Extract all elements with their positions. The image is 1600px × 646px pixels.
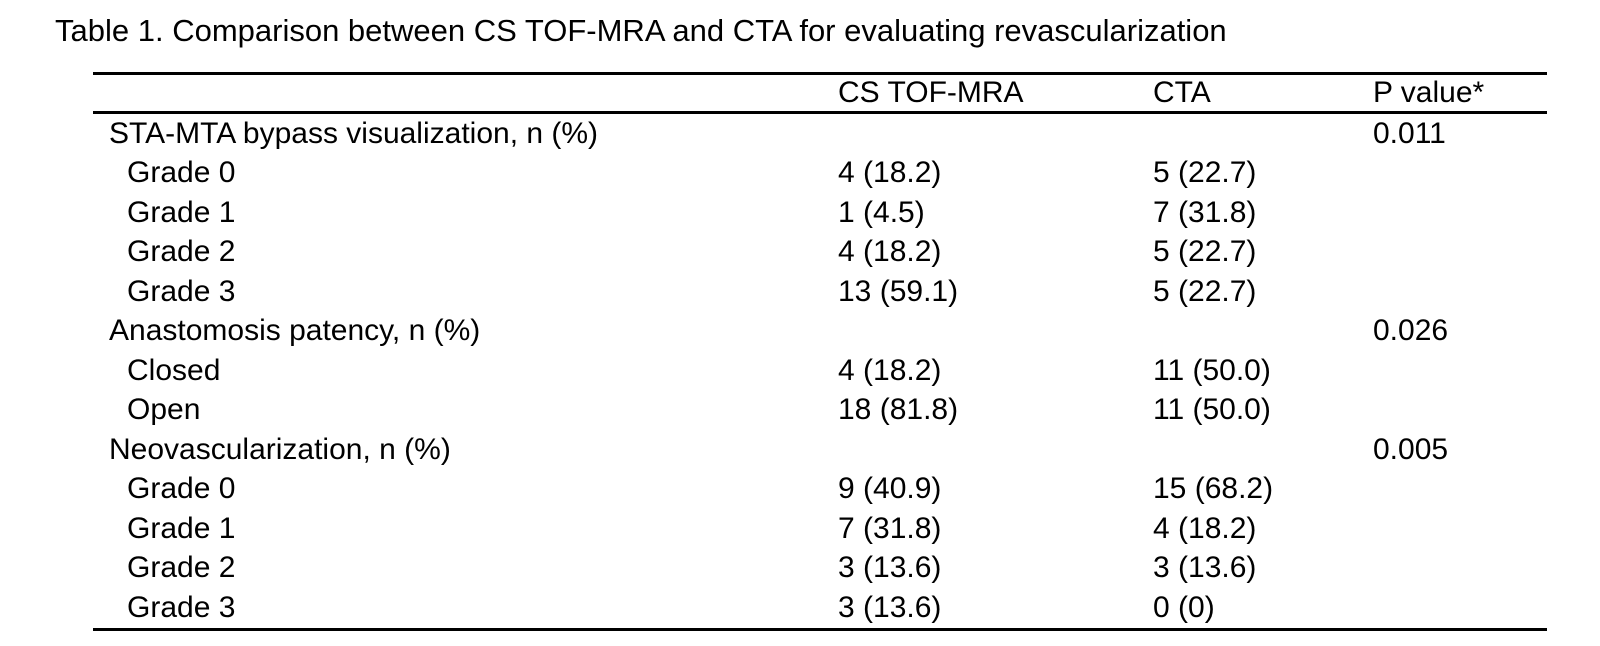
p-value bbox=[1373, 470, 1547, 510]
table-row: Closed 4 (18.2) 11 (50.0) bbox=[93, 351, 1547, 391]
table-row: Open 18 (81.8) 11 (50.0) bbox=[93, 391, 1547, 431]
table-row: Grade 1 1 (4.5) 7 (31.8) bbox=[93, 193, 1547, 233]
cta-value bbox=[1153, 113, 1373, 154]
p-value: 0.026 bbox=[1373, 314, 1449, 348]
cs-tof-mra-value: 4 (18.2) bbox=[838, 353, 942, 387]
p-value bbox=[1373, 193, 1547, 233]
cs-tof-mra-value bbox=[838, 113, 1153, 154]
row-label: Grade 1 bbox=[127, 511, 236, 545]
cta-value: 5 (22.7) bbox=[1153, 274, 1257, 308]
cs-tof-mra-value: 1 (4.5) bbox=[838, 195, 925, 229]
table-header: CS TOF-MRA CTA P value* bbox=[93, 74, 1547, 113]
p-value bbox=[1373, 509, 1547, 549]
row-label: Grade 2 bbox=[127, 235, 236, 269]
p-value bbox=[1373, 154, 1547, 194]
cta-value bbox=[1153, 312, 1373, 352]
cs-tof-mra-value: 13 (59.1) bbox=[838, 274, 959, 308]
cs-tof-mra-value: 3 (13.6) bbox=[838, 590, 942, 624]
cta-value: 5 (22.7) bbox=[1153, 156, 1257, 190]
p-value bbox=[1373, 233, 1547, 273]
table-row: Anastomosis patency, n (%) 0.026 bbox=[93, 312, 1547, 352]
p-value: 0.005 bbox=[1373, 432, 1449, 466]
comparison-table: CS TOF-MRA CTA P value* STA-MTA bypass v… bbox=[93, 72, 1547, 631]
p-value bbox=[1373, 588, 1547, 629]
cta-value: 15 (68.2) bbox=[1153, 472, 1274, 506]
row-label: Grade 0 bbox=[127, 156, 236, 190]
table-row: Grade 1 7 (31.8) 4 (18.2) bbox=[93, 509, 1547, 549]
cta-value: 11 (50.0) bbox=[1153, 353, 1271, 387]
cta-value: 11 (50.0) bbox=[1153, 393, 1271, 427]
cs-tof-mra-value: 9 (40.9) bbox=[838, 472, 942, 506]
table-body: STA-MTA bypass visualization, n (%) 0.01… bbox=[93, 113, 1547, 630]
table-row: Grade 3 13 (59.1) 5 (22.7) bbox=[93, 272, 1547, 312]
row-label: Open bbox=[127, 393, 201, 427]
table-row: Grade 2 3 (13.6) 3 (13.6) bbox=[93, 549, 1547, 589]
column-header-p-value: P value* bbox=[1373, 76, 1485, 109]
cta-value bbox=[1153, 430, 1373, 470]
table-row: Grade 0 4 (18.2) 5 (22.7) bbox=[93, 154, 1547, 194]
p-value: 0.011 bbox=[1373, 116, 1446, 150]
column-header-empty bbox=[93, 74, 838, 113]
column-header-cs-tof-mra: CS TOF-MRA bbox=[838, 76, 1024, 109]
row-label: Closed bbox=[127, 353, 221, 387]
cs-tof-mra-value bbox=[838, 430, 1153, 470]
header-row: CS TOF-MRA CTA P value* bbox=[93, 74, 1547, 113]
cta-value: 0 (0) bbox=[1153, 590, 1215, 624]
row-label: STA-MTA bypass visualization, n (%) bbox=[109, 116, 599, 150]
p-value bbox=[1373, 391, 1547, 431]
cs-tof-mra-value bbox=[838, 312, 1153, 352]
table-row: STA-MTA bypass visualization, n (%) 0.01… bbox=[93, 113, 1547, 154]
cs-tof-mra-value: 3 (13.6) bbox=[838, 551, 942, 585]
cs-tof-mra-value: 4 (18.2) bbox=[838, 156, 942, 190]
table-row: Grade 2 4 (18.2) 5 (22.7) bbox=[93, 233, 1547, 273]
cta-value: 5 (22.7) bbox=[1153, 235, 1257, 269]
cs-tof-mra-value: 4 (18.2) bbox=[838, 235, 942, 269]
table-row: Neovascularization, n (%) 0.005 bbox=[93, 430, 1547, 470]
row-label: Grade 3 bbox=[127, 590, 236, 624]
cs-tof-mra-value: 18 (81.8) bbox=[838, 393, 959, 427]
table-row: Grade 0 9 (40.9) 15 (68.2) bbox=[93, 470, 1547, 510]
column-header-cta: CTA bbox=[1153, 76, 1211, 109]
row-label: Grade 0 bbox=[127, 472, 236, 506]
row-label: Grade 3 bbox=[127, 274, 236, 308]
p-value bbox=[1373, 351, 1547, 391]
table-caption: Table 1. Comparison between CS TOF-MRA a… bbox=[55, 13, 1227, 48]
p-value bbox=[1373, 549, 1547, 589]
cta-value: 3 (13.6) bbox=[1153, 551, 1257, 585]
cta-value: 7 (31.8) bbox=[1153, 195, 1257, 229]
row-label: Grade 2 bbox=[127, 551, 236, 585]
row-label: Neovascularization, n (%) bbox=[109, 432, 451, 466]
p-value bbox=[1373, 272, 1547, 312]
cs-tof-mra-value: 7 (31.8) bbox=[838, 511, 942, 545]
row-label: Grade 1 bbox=[127, 195, 236, 229]
table-row: Grade 3 3 (13.6) 0 (0) bbox=[93, 588, 1547, 629]
cta-value: 4 (18.2) bbox=[1153, 511, 1257, 545]
row-label: Anastomosis patency, n (%) bbox=[109, 314, 481, 348]
